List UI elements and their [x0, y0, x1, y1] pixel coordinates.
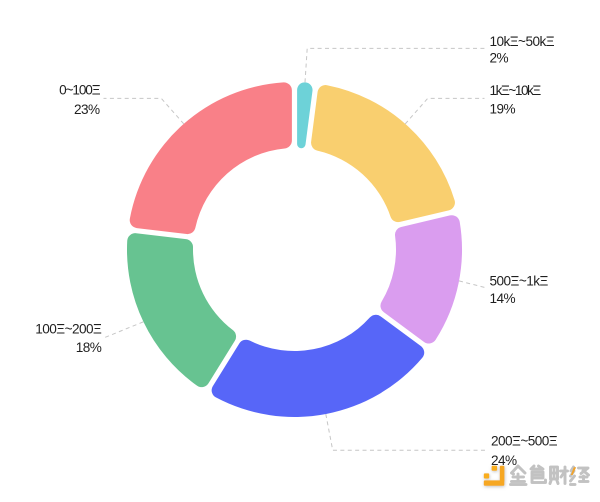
svg-text:500Ξ~1kΞ: 500Ξ~1kΞ [490, 273, 549, 288]
svg-text:19%: 19% [490, 102, 516, 117]
svg-text:14%: 14% [490, 291, 516, 306]
svg-text:100Ξ~200Ξ: 100Ξ~200Ξ [35, 321, 102, 336]
svg-text:23%: 23% [74, 102, 100, 117]
svg-text:18%: 18% [76, 340, 102, 355]
svg-text:1kΞ~10kΞ: 1kΞ~10kΞ [490, 83, 542, 98]
svg-text:200Ξ~500Ξ: 200Ξ~500Ξ [491, 433, 558, 448]
svg-text:0~100Ξ: 0~100Ξ [59, 83, 101, 98]
svg-text:2%: 2% [490, 50, 509, 65]
svg-text:10kΞ~50kΞ: 10kΞ~50kΞ [490, 34, 555, 49]
svg-text:24%: 24% [491, 453, 517, 468]
